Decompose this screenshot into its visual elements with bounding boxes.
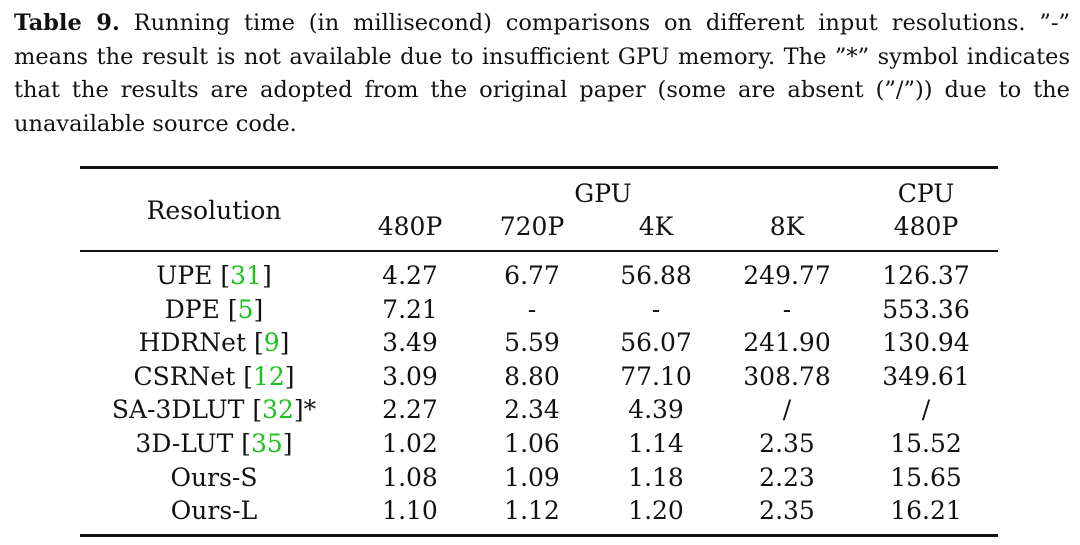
citation-link[interactable]: 12 xyxy=(252,361,285,391)
cell-gpu-720p: - xyxy=(527,294,537,324)
cell-gpu-720p: 2.34 xyxy=(504,395,560,425)
cell-cpu-480p: 553.36 xyxy=(882,294,970,324)
citation-link[interactable]: 5 xyxy=(237,294,254,324)
header-cpu-480p: 480P xyxy=(893,212,959,241)
method-name: DPE [5] xyxy=(164,294,264,324)
cell-gpu-480p: 4.27 xyxy=(382,261,438,290)
cell-gpu-720p: 1.09 xyxy=(504,462,560,492)
cell-gpu-8k: 249.77 xyxy=(743,261,831,290)
table-row: DPE [5] 7.21 - - - 553.36 xyxy=(80,293,998,327)
table-row: 3D-LUT [35] 1.02 1.06 1.14 2.35 15.52 xyxy=(80,427,998,461)
cell-gpu-720p: 8.80 xyxy=(504,361,560,391)
caption-label: Table 9. xyxy=(14,10,120,36)
cell-gpu-4k: 4.39 xyxy=(628,395,684,425)
cell-gpu-480p: 1.10 xyxy=(382,496,438,526)
cell-gpu-8k: 308.78 xyxy=(743,361,831,391)
header-gpu-720p: 720P xyxy=(499,212,565,241)
citation-link[interactable]: 32 xyxy=(262,395,294,425)
header-gpu-8k: 8K xyxy=(769,212,805,241)
cell-gpu-4k: 77.10 xyxy=(620,361,692,391)
method-name: HDRNet [9] xyxy=(138,328,290,358)
cell-gpu-8k: 2.35 xyxy=(759,428,815,458)
cell-gpu-480p: 7.21 xyxy=(382,294,438,324)
citation-link[interactable]: 31 xyxy=(230,261,262,290)
cell-gpu-4k: 56.07 xyxy=(620,328,692,358)
cell-gpu-720p: 1.12 xyxy=(504,496,560,526)
method-name: Ours-L xyxy=(170,496,258,526)
cell-gpu-480p: 3.09 xyxy=(382,361,438,391)
cell-gpu-8k: 2.23 xyxy=(759,462,815,492)
cell-gpu-4k: 1.20 xyxy=(628,496,684,526)
cell-gpu-720p: 5.59 xyxy=(504,328,560,358)
table-header: Resolution GPU CPU 480P 720P 4K 8K 480P xyxy=(80,169,998,250)
cell-cpu-480p: 130.94 xyxy=(882,328,970,358)
cell-gpu-480p: 3.49 xyxy=(382,328,438,358)
cell-cpu-480p: 15.52 xyxy=(890,428,962,458)
cell-cpu-480p: 16.21 xyxy=(890,496,962,526)
cell-cpu-480p: 126.37 xyxy=(882,261,970,290)
method-name: SA-3DLUT [32]* xyxy=(111,395,317,425)
header-gpu-4k: 4K xyxy=(638,212,674,241)
cell-gpu-4k: 56.88 xyxy=(620,261,692,290)
header-gpu-group: GPU xyxy=(574,179,632,208)
cell-gpu-8k: 241.90 xyxy=(743,328,831,358)
method-name: UPE [31] xyxy=(156,261,272,290)
cell-cpu-480p: 15.65 xyxy=(890,462,962,492)
table-body: UPE [31] 4.27 6.77 56.88 249.77 126.37 D… xyxy=(80,252,998,534)
table-caption: Table 9. Running time (in millisecond) c… xyxy=(14,7,1070,141)
cell-gpu-720p: 6.77 xyxy=(504,261,560,290)
cell-gpu-480p: 1.08 xyxy=(382,462,438,492)
cell-gpu-8k: - xyxy=(782,294,792,324)
table-row: Ours-S 1.08 1.09 1.18 2.23 15.65 xyxy=(80,461,998,495)
cell-gpu-480p: 2.27 xyxy=(382,395,438,425)
method-name: Ours-S xyxy=(170,462,258,492)
cell-gpu-4k: 1.18 xyxy=(628,462,684,492)
method-name: CSRNet [12] xyxy=(133,361,295,391)
cell-cpu-480p: 349.61 xyxy=(882,361,970,391)
table-row: SA-3DLUT [32]* 2.27 2.34 4.39 / / xyxy=(80,393,998,427)
header-gpu-480p: 480P xyxy=(377,212,443,241)
table-top-rule xyxy=(80,166,998,169)
cell-gpu-8k: / xyxy=(782,395,792,425)
table-header-rule xyxy=(80,250,998,252)
table-bottom-rule xyxy=(80,533,998,537)
cell-gpu-4k: 1.14 xyxy=(628,428,684,458)
cell-cpu-480p: / xyxy=(921,395,931,425)
table-row: CSRNet [12] 3.09 8.80 77.10 308.78 349.6… xyxy=(80,360,998,394)
citation-link[interactable]: 35 xyxy=(250,428,283,458)
cell-gpu-4k: - xyxy=(651,294,661,324)
cell-gpu-720p: 1.06 xyxy=(504,428,560,458)
table-row: UPE [31] 4.27 6.77 56.88 249.77 126.37 xyxy=(80,259,998,293)
header-cpu-group: CPU xyxy=(897,179,955,208)
citation-link[interactable]: 9 xyxy=(263,328,280,358)
header-resolution: Resolution xyxy=(146,196,282,225)
cell-gpu-8k: 2.35 xyxy=(759,496,815,526)
table-row: Ours-L 1.10 1.12 1.20 2.35 16.21 xyxy=(80,494,998,528)
results-table: Resolution GPU CPU 480P 720P 4K 8K 480P … xyxy=(80,166,998,537)
table-row: HDRNet [9] 3.49 5.59 56.07 241.90 130.94 xyxy=(80,326,998,360)
method-name: 3D-LUT [35] xyxy=(135,428,293,458)
cell-gpu-480p: 1.02 xyxy=(382,428,438,458)
caption-text: Running time (in millisecond) comparison… xyxy=(14,10,1070,137)
